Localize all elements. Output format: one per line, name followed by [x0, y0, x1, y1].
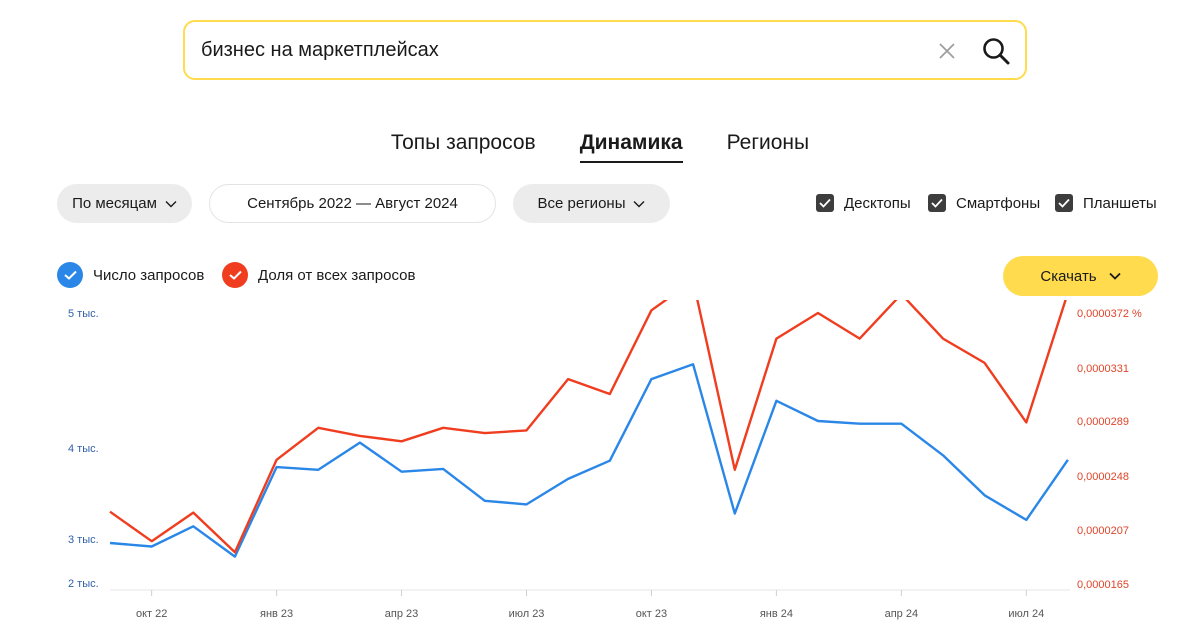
check-icon	[228, 270, 242, 280]
device-label: Смартфоны	[956, 194, 1041, 212]
device-desktop[interactable]: Десктопы	[816, 194, 911, 212]
x-tick-label: окт 22	[136, 608, 167, 620]
x-tick-label: янв 24	[760, 608, 793, 620]
device-label: Планшеты	[1083, 194, 1157, 212]
checkbox-tablet[interactable]	[1055, 194, 1073, 212]
x-tick-label: апр 24	[885, 608, 918, 620]
y-right-tick-label: 0,0000248	[1077, 471, 1129, 483]
device-tablet[interactable]: Планшеты	[1055, 194, 1157, 212]
line-chart: 5 тыс. 4 тыс. 3 тыс. 2 тыс. 0,0000372 % 0,000…	[68, 300, 1142, 620]
x-tick-label: июл 24	[1008, 608, 1044, 620]
legend-requests-check[interactable]	[57, 262, 83, 288]
device-smartphone[interactable]: Смартфоны	[928, 194, 1040, 212]
period-label: По месяцам	[72, 195, 157, 212]
x-tick-label: янв 23	[260, 608, 293, 620]
tab-regions[interactable]: Регионы	[726, 131, 810, 154]
x-tick-label: июл 23	[509, 608, 545, 620]
tab-top-queries[interactable]: Топы запросов	[390, 131, 536, 154]
y-left-tick-label: 3 тыс.	[68, 534, 99, 546]
region-label: Все регионы	[537, 195, 626, 212]
device-label: Десктопы	[844, 194, 911, 212]
y-right-tick-label: 0,0000207	[1077, 525, 1129, 537]
y-right-tick-label: 0,0000165	[1077, 579, 1129, 591]
chevron-down-icon	[633, 200, 645, 207]
tab-bar: Топы запросов Динамика Регионы	[0, 131, 1200, 163]
y-left-tick-label: 4 тыс.	[68, 443, 99, 455]
check-icon	[931, 198, 943, 208]
region-dropdown[interactable]: Все регионы	[513, 184, 670, 223]
series-line-requests	[109, 363, 1069, 558]
y-right-tick-label: 0,0000372 %	[1077, 308, 1142, 320]
search-icon[interactable]	[981, 36, 1011, 66]
checkbox-smartphone[interactable]	[928, 194, 946, 212]
period-dropdown[interactable]: По месяцам	[57, 184, 192, 223]
legend-requests-label: Число запросов	[93, 266, 205, 284]
date-range-picker[interactable]: Сентябрь 2022 — Август 2024	[209, 184, 496, 223]
legend-requests[interactable]: Число запросов	[57, 262, 204, 288]
chevron-down-icon	[1108, 272, 1121, 280]
check-icon	[819, 198, 831, 208]
search-box[interactable]: бизнес на маркетплейсах	[183, 20, 1027, 80]
search-input[interactable]: бизнес на маркетплейсах	[201, 38, 439, 61]
legend-share-label: Доля от всех запросов	[258, 266, 416, 284]
y-left-tick-label: 2 тыс.	[68, 578, 99, 590]
tab-dynamics[interactable]: Динамика	[579, 131, 683, 163]
y-right-tick-label: 0,0000331	[1077, 363, 1129, 375]
download-button[interactable]: Скачать	[1003, 256, 1158, 296]
clear-icon[interactable]	[935, 39, 959, 63]
x-tick-label: окт 23	[636, 608, 667, 620]
y-left-tick-label: 5 тыс.	[68, 308, 99, 320]
series-line-share	[109, 300, 1067, 554]
date-range-label: Сентябрь 2022 — Август 2024	[247, 195, 458, 212]
chevron-down-icon	[165, 200, 177, 207]
y-right-tick-label: 0,0000289	[1077, 416, 1129, 428]
check-icon	[1058, 198, 1070, 208]
legend-share[interactable]: Доля от всех запросов	[222, 262, 415, 288]
x-tick-label: апр 23	[385, 608, 418, 620]
checkbox-desktop[interactable]	[816, 194, 834, 212]
check-icon	[63, 270, 77, 280]
legend-share-check[interactable]	[222, 262, 248, 288]
download-label: Скачать	[1040, 267, 1097, 285]
